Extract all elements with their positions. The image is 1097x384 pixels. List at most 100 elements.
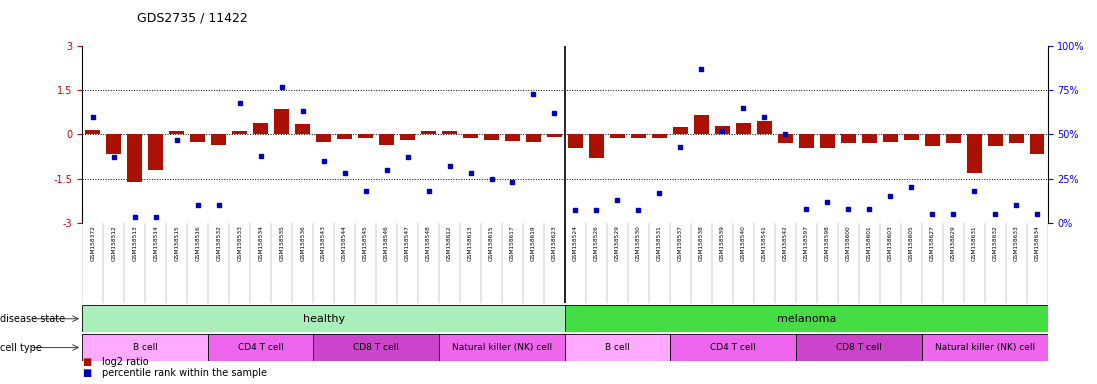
Bar: [82, 305, 565, 332]
Bar: [736, 123, 750, 134]
Text: GSM158545: GSM158545: [363, 225, 369, 261]
Text: GSM158536: GSM158536: [301, 225, 305, 261]
Bar: [652, 134, 667, 138]
Bar: [505, 134, 520, 141]
Text: GSM158514: GSM158514: [154, 225, 158, 261]
Bar: [421, 131, 436, 134]
Bar: [106, 134, 121, 154]
Bar: [778, 134, 793, 142]
Text: GSM158543: GSM158543: [321, 225, 326, 261]
Bar: [442, 131, 456, 134]
Bar: [946, 134, 961, 142]
Text: healthy: healthy: [303, 314, 344, 324]
Bar: [841, 134, 856, 143]
Bar: [565, 334, 670, 361]
Text: GSM158541: GSM158541: [761, 225, 767, 261]
Bar: [757, 121, 771, 134]
Text: GSM158598: GSM158598: [825, 225, 829, 261]
Text: log2 ratio: log2 ratio: [102, 358, 149, 367]
Text: GSM158542: GSM158542: [783, 225, 788, 261]
Text: GSM158532: GSM158532: [216, 225, 222, 261]
Bar: [82, 334, 208, 361]
Bar: [987, 134, 1003, 146]
Bar: [862, 134, 877, 143]
Text: GSM158539: GSM158539: [720, 225, 725, 261]
Bar: [631, 134, 646, 138]
Text: CD8 T cell: CD8 T cell: [353, 343, 399, 352]
Text: GSM158548: GSM158548: [426, 225, 431, 261]
Bar: [463, 134, 478, 138]
Text: GSM158534: GSM158534: [258, 225, 263, 261]
Bar: [313, 334, 439, 361]
Text: GSM158524: GSM158524: [573, 225, 578, 261]
Bar: [1030, 134, 1044, 154]
Bar: [233, 131, 247, 134]
Bar: [694, 115, 709, 134]
Text: GSM158530: GSM158530: [636, 225, 641, 261]
Bar: [670, 334, 795, 361]
Bar: [568, 134, 583, 147]
Text: GSM158372: GSM158372: [90, 225, 95, 261]
Text: cell type: cell type: [0, 343, 42, 353]
Bar: [127, 134, 143, 182]
Text: GSM158516: GSM158516: [195, 225, 200, 261]
Text: GSM158612: GSM158612: [448, 225, 452, 261]
Text: GSM158537: GSM158537: [678, 225, 682, 261]
Text: B cell: B cell: [133, 343, 158, 352]
Text: GSM158513: GSM158513: [133, 225, 137, 261]
Text: percentile rank within the sample: percentile rank within the sample: [102, 368, 267, 378]
Bar: [674, 127, 688, 134]
Text: GSM158634: GSM158634: [1034, 225, 1040, 261]
Bar: [527, 134, 541, 142]
Text: GSM158547: GSM158547: [405, 225, 410, 261]
Bar: [904, 134, 918, 140]
Text: CD4 T cell: CD4 T cell: [710, 343, 756, 352]
Bar: [610, 134, 625, 138]
Text: GSM158600: GSM158600: [846, 225, 851, 261]
Bar: [921, 334, 1048, 361]
Bar: [819, 134, 835, 147]
Text: ■: ■: [82, 368, 91, 378]
Bar: [966, 134, 982, 173]
Bar: [1009, 134, 1024, 142]
Text: GSM158613: GSM158613: [468, 225, 473, 261]
Text: GSM158526: GSM158526: [593, 225, 599, 261]
Text: Natural killer (NK) cell: Natural killer (NK) cell: [452, 343, 552, 352]
Text: GSM158603: GSM158603: [887, 225, 893, 261]
Text: GSM158605: GSM158605: [908, 225, 914, 261]
Text: GSM158515: GSM158515: [174, 225, 179, 261]
Text: GSM158512: GSM158512: [111, 225, 116, 261]
Text: GSM158535: GSM158535: [279, 225, 284, 261]
Bar: [148, 134, 163, 170]
Bar: [380, 134, 394, 145]
Text: disease state: disease state: [0, 314, 65, 324]
Text: GSM158627: GSM158627: [930, 225, 935, 261]
Bar: [86, 130, 100, 134]
Text: GSM158629: GSM158629: [951, 225, 955, 261]
Text: GSM158617: GSM158617: [510, 225, 514, 261]
Bar: [169, 131, 184, 134]
Bar: [547, 134, 562, 137]
Text: GSM158531: GSM158531: [657, 225, 661, 261]
Text: ■: ■: [82, 358, 91, 367]
Text: GSM158544: GSM158544: [342, 225, 347, 261]
Bar: [337, 134, 352, 139]
Bar: [439, 334, 565, 361]
Text: melanoma: melanoma: [777, 314, 836, 324]
Bar: [883, 134, 897, 142]
Bar: [191, 134, 205, 142]
Bar: [484, 134, 499, 140]
Text: CD8 T cell: CD8 T cell: [836, 343, 882, 352]
Text: GSM158601: GSM158601: [867, 225, 872, 261]
Text: B cell: B cell: [604, 343, 630, 352]
Bar: [925, 134, 939, 146]
Text: GSM158633: GSM158633: [1014, 225, 1019, 261]
Text: GSM158619: GSM158619: [531, 225, 536, 261]
Bar: [565, 305, 1048, 332]
Bar: [715, 126, 730, 134]
Text: CD4 T cell: CD4 T cell: [238, 343, 283, 352]
Bar: [253, 122, 268, 134]
Text: GSM158529: GSM158529: [615, 225, 620, 261]
Text: Natural killer (NK) cell: Natural killer (NK) cell: [935, 343, 1034, 352]
Text: GSM158615: GSM158615: [489, 225, 494, 261]
